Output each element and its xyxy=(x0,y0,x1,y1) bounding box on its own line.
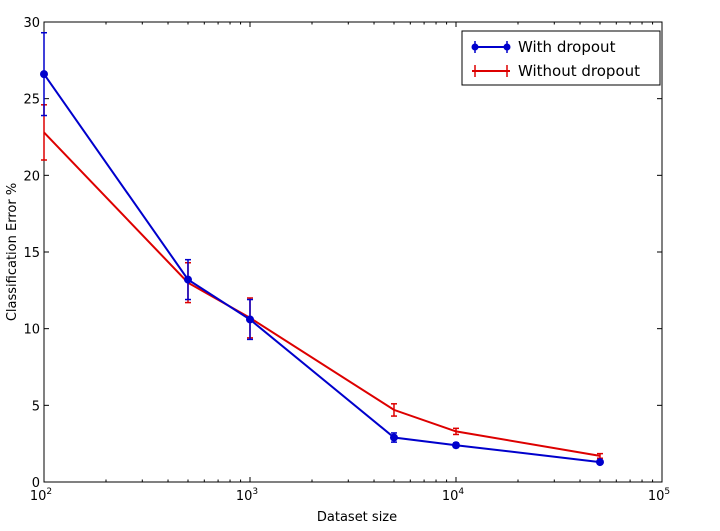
y-tick-label: 30 xyxy=(23,16,40,31)
y-axis: 0 5 10 15 20 25 30 xyxy=(23,16,662,491)
legend-swatch-marker xyxy=(471,43,479,51)
x-axis-label: Dataset size xyxy=(317,510,397,525)
data-point xyxy=(389,433,398,442)
series-line xyxy=(43,131,601,457)
data-point xyxy=(40,70,48,79)
legend-swatch-marker xyxy=(503,43,511,51)
y-tick-label: 5 xyxy=(32,399,40,414)
legend: With dropout Without dropout xyxy=(461,30,661,86)
plot-area xyxy=(43,21,663,483)
legend-box xyxy=(461,30,661,86)
y-tick-label: 15 xyxy=(23,246,40,261)
legend-label: Without dropout xyxy=(518,62,640,80)
legend-label: With dropout xyxy=(518,38,616,56)
y-tick-label: 10 xyxy=(23,323,40,338)
data-point xyxy=(595,458,604,467)
series-with-dropout xyxy=(40,31,604,467)
legend-entry: Without dropout xyxy=(472,62,640,80)
series-line xyxy=(43,73,601,464)
legend-entry: With dropout xyxy=(471,38,616,56)
y-axis-label: Classification Error % xyxy=(5,183,20,321)
x-tick-label: 103 xyxy=(236,487,258,504)
data-point xyxy=(452,441,460,450)
y-tick-label: 20 xyxy=(23,169,40,184)
x-tick-label: 102 xyxy=(30,487,52,504)
y-tick-label: 0 xyxy=(32,476,40,491)
x-tick-label: 105 xyxy=(648,487,670,504)
data-point xyxy=(183,275,192,284)
series-layer xyxy=(40,31,604,467)
x-tick-label: 104 xyxy=(442,487,465,504)
data-point xyxy=(246,315,254,324)
y-tick-label: 25 xyxy=(23,93,40,108)
